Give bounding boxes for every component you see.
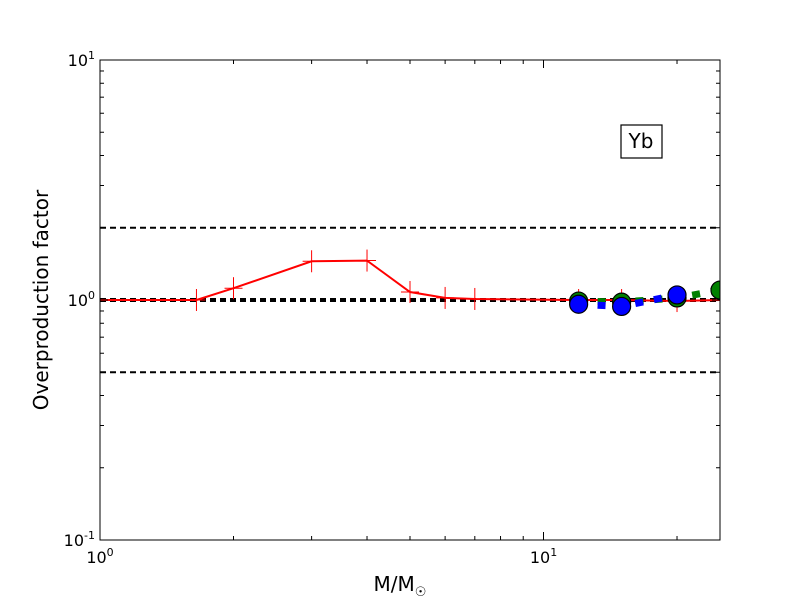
series-2-point [569,294,589,314]
series-0-point [436,286,455,309]
x-tick-label: 100 [86,546,113,567]
annotation-label: Yb [628,129,654,153]
series-0-point [187,289,206,311]
plot-frame [99,59,721,541]
annotation-box [620,124,663,159]
x-axis-label: M/M☉ [374,572,427,600]
series-0-point [401,280,419,303]
y-tick-label: 100 [68,289,95,310]
series-2-point [612,296,632,317]
series-layer [100,249,720,317]
series-0-point [358,249,377,272]
series-0-point [302,250,321,273]
series-1-line [578,286,720,306]
series-0-point [224,277,243,300]
series-0-point [465,287,484,310]
y-tick-label: 10-1 [64,529,95,550]
y-axis-label: Overproduction factor [29,189,53,410]
x-tick-label: 101 [530,546,557,567]
series-1-point [710,280,720,300]
series-2-point [667,285,687,305]
annotation: Yb [620,124,663,159]
y-tick-label: 101 [68,49,95,70]
